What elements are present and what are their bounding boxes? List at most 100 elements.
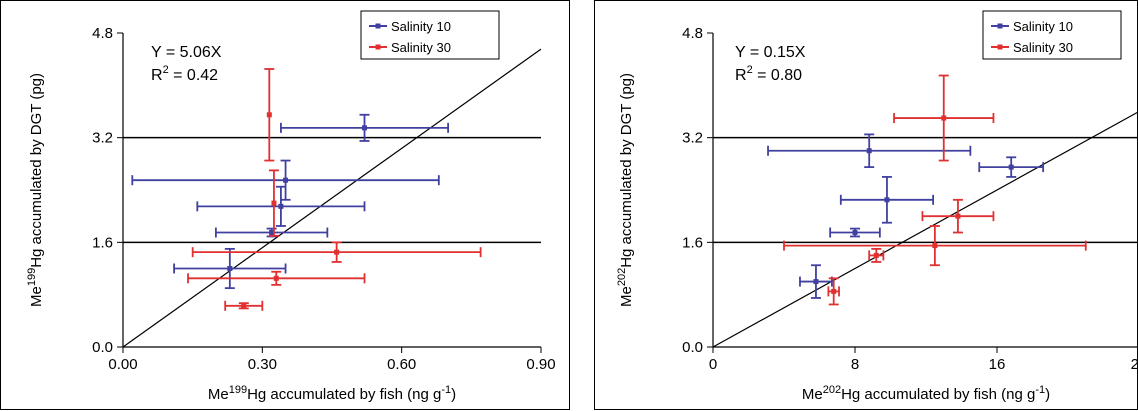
point-marker bbox=[269, 230, 275, 236]
x-tick-label-right-3: 24 bbox=[1131, 356, 1138, 373]
x-title-part: ) bbox=[451, 386, 456, 403]
x-title-part: Me bbox=[208, 386, 229, 403]
x-title-superscript: 199 bbox=[229, 384, 247, 396]
data-point-left-s0-0 bbox=[280, 113, 450, 142]
point-marker bbox=[362, 125, 368, 131]
data-point-right-s0-3 bbox=[829, 227, 881, 238]
x-title-superscript: -1 bbox=[1035, 384, 1045, 396]
y-tick-label-right-3: 4.8 bbox=[682, 25, 703, 42]
point-marker bbox=[955, 213, 961, 219]
legend-swatch-marker bbox=[997, 44, 1003, 50]
r2-value: = 0.42 bbox=[169, 67, 218, 84]
x-tick-label-right-2: 16 bbox=[989, 356, 1006, 373]
data-point-left-s0-3 bbox=[214, 227, 329, 238]
legend-box bbox=[360, 10, 500, 60]
r-squared-right: R2 = 0.80 bbox=[735, 64, 802, 84]
data-point-right-s0-2 bbox=[839, 176, 935, 224]
data-point-left-s0-1 bbox=[131, 159, 440, 201]
r2-superscript: 2 bbox=[747, 64, 753, 76]
data-point-right-s0-4 bbox=[799, 264, 833, 299]
x-axis-title-right: Me202Hg accumulated by fish (ng g-1) bbox=[802, 384, 1050, 403]
point-marker bbox=[1008, 164, 1014, 170]
point-marker bbox=[278, 203, 284, 209]
point-marker bbox=[941, 115, 947, 121]
point-marker bbox=[873, 252, 879, 258]
fit-line-right bbox=[712, 111, 1138, 348]
x-title-superscript: 202 bbox=[823, 384, 841, 396]
point-marker bbox=[241, 303, 247, 309]
data-point-right-s1-0 bbox=[893, 74, 995, 162]
legend-label: Salinity 30 bbox=[1013, 40, 1073, 55]
point-marker bbox=[266, 112, 272, 118]
x-tick-label-left-2: 0.60 bbox=[387, 356, 416, 373]
y-title-superscript: 199 bbox=[26, 268, 38, 286]
y-tick-label-left-0: 0.0 bbox=[92, 339, 113, 356]
y-axis-title-left: Me199Hg accumulated by DGT (pg) bbox=[26, 73, 45, 307]
x-tick-label-left-3: 0.90 bbox=[526, 356, 555, 373]
y-title-part: Hg accumulated by DGT (pg) bbox=[28, 73, 45, 268]
y-tick-label-right-2: 3.2 bbox=[682, 130, 703, 147]
legend-swatch-marker bbox=[375, 23, 381, 29]
point-marker bbox=[334, 249, 340, 255]
legend-left: Salinity 10 Salinity 30 bbox=[360, 10, 500, 60]
legend-label: Salinity 10 bbox=[391, 19, 451, 34]
legend-box bbox=[982, 10, 1122, 60]
chart-panel-left: 0.0 1.6 3.2 4.8 0.00 0.30 0.60 0.90 Y = 5.06X R2 … bbox=[0, 0, 570, 410]
y-title-superscript: 202 bbox=[616, 268, 628, 286]
legend-swatch-marker bbox=[997, 23, 1003, 29]
x-tick-label-right-1: 8 bbox=[851, 356, 859, 373]
y-axis-title-right: Me202Hg accumulated by DGT (pg) bbox=[616, 73, 635, 307]
x-tick-label-right-0: 0 bbox=[709, 356, 717, 373]
x-title-superscript: -1 bbox=[441, 384, 451, 396]
x-tick-label-left-1: 0.30 bbox=[248, 356, 277, 373]
y-tick-label-left-1: 1.6 bbox=[92, 234, 113, 251]
data-point-right-s1-1 bbox=[921, 198, 995, 234]
data-point-right-s0-1 bbox=[978, 156, 1045, 178]
y-title-part: Me bbox=[618, 286, 635, 307]
data-point-right-s0-0 bbox=[767, 133, 972, 169]
y-tick-label-left-3: 4.8 bbox=[92, 25, 113, 42]
fit-equation-right: Y = 0.15X bbox=[735, 44, 806, 61]
point-marker bbox=[227, 266, 233, 271]
point-marker bbox=[283, 177, 289, 183]
r2-label: R bbox=[735, 67, 747, 84]
r2-value: = 0.80 bbox=[753, 67, 802, 84]
legend-swatch-marker bbox=[375, 44, 381, 50]
point-marker bbox=[271, 200, 277, 206]
r2-superscript: 2 bbox=[163, 64, 169, 76]
x-axis-title-left: Me199Hg accumulated by fish (ng g-1) bbox=[208, 384, 456, 403]
fit-equation-left: Y = 5.06X bbox=[151, 44, 222, 61]
y-tick-label-right-0: 0.0 bbox=[682, 339, 703, 356]
legend-label: Salinity 30 bbox=[391, 40, 451, 55]
data-point-left-s1-2 bbox=[191, 241, 482, 263]
point-marker bbox=[866, 148, 872, 154]
point-marker bbox=[932, 243, 938, 249]
r2-label: R bbox=[151, 67, 163, 84]
point-marker bbox=[831, 288, 837, 294]
y-title-part: Me bbox=[28, 286, 45, 307]
y-tick-label-left-2: 3.2 bbox=[92, 130, 113, 147]
data-point-left-s1-3 bbox=[187, 270, 366, 286]
scatter-chart-left: 0.0 1.6 3.2 4.8 0.00 0.30 0.60 0.90 Y = 5.06X R2 … bbox=[26, 10, 556, 403]
legend-right: Salinity 10 Salinity 30 bbox=[982, 10, 1122, 60]
data-point-right-s1-4 bbox=[827, 277, 840, 306]
data-point-left-s0-2 bbox=[196, 185, 366, 227]
scatter-chart-right: 0.0 1.6 3.2 4.8 0 8 16 24 Y = 0.15X R2 = 0.80 Sali… bbox=[616, 10, 1138, 403]
legend-label: Salinity 10 bbox=[1013, 19, 1073, 34]
data-point-left-s1-0 bbox=[264, 68, 275, 162]
point-marker bbox=[884, 197, 890, 203]
data-point-right-s1-3 bbox=[868, 247, 885, 263]
x-title-part: Me bbox=[802, 386, 823, 403]
x-title-part: ) bbox=[1045, 386, 1050, 403]
chart-panel-right: 0.0 1.6 3.2 4.8 0 8 16 24 Y = 0.15X R2 = 0.80 Sali… bbox=[594, 0, 1138, 410]
y-tick-label-right-1: 1.6 bbox=[682, 234, 703, 251]
r-squared-left: R2 = 0.42 bbox=[151, 64, 218, 84]
point-marker bbox=[273, 275, 279, 281]
data-point-right-s1-2 bbox=[783, 225, 1087, 267]
x-tick-label-left-0: 0.00 bbox=[108, 356, 137, 373]
data-point-left-s0-4 bbox=[173, 247, 287, 290]
data-point-left-s1-4 bbox=[224, 300, 264, 311]
x-title-part: Hg accumulated by fish (ng g bbox=[247, 386, 441, 403]
point-marker bbox=[852, 230, 858, 236]
data-point-left-s1-1 bbox=[268, 169, 279, 237]
